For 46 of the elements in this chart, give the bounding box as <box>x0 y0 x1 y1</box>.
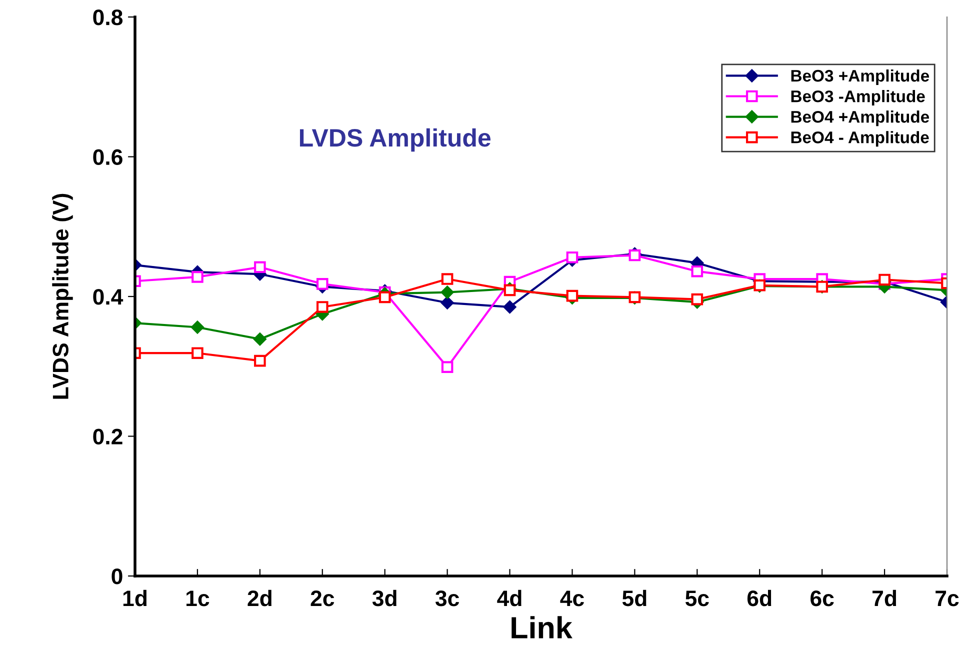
point <box>566 290 578 302</box>
x-tick-label: 5c <box>685 590 709 606</box>
point <box>441 361 454 373</box>
legend-label: BeO4 +Amplitude <box>791 110 930 126</box>
legend-label: BeO3 +Amplitude <box>791 69 930 85</box>
point <box>378 291 391 304</box>
x-tick-label: 5d <box>622 590 646 606</box>
legend-label: BeO3 -Amplitude <box>791 90 925 106</box>
point <box>503 300 516 314</box>
y-tick-label: 0.6 <box>93 149 122 166</box>
point <box>504 284 516 296</box>
point <box>192 271 204 283</box>
point <box>440 296 454 310</box>
y-tick-label: 0.4 <box>93 289 124 305</box>
x-tick-label: 7c <box>936 590 959 606</box>
point <box>878 274 890 286</box>
text: LVDS Amplitude <box>300 128 491 152</box>
point <box>691 265 704 278</box>
x-tick-label: 7d <box>872 590 896 606</box>
y-tick-label: 0 <box>112 568 122 584</box>
x-tick-label: 2d <box>248 590 272 606</box>
x-tick-label: 1c <box>186 590 210 606</box>
y-axis-title: LVDS Amplitude (V) <box>52 194 73 399</box>
point <box>316 278 328 290</box>
y-tick-label: 0.2 <box>93 428 122 445</box>
point <box>441 273 454 285</box>
point <box>253 332 267 346</box>
point <box>316 301 328 313</box>
point <box>192 347 204 360</box>
point <box>254 261 266 274</box>
legend-label: BeO4 - Amplitude <box>791 131 929 147</box>
x-tick-label: 4c <box>560 590 584 606</box>
x-tick-label: 1d <box>123 590 147 606</box>
point <box>190 320 204 334</box>
x-tick-label: 4d <box>497 590 522 606</box>
x-axis-title: Link <box>512 616 572 638</box>
y-tick-label: 0.8 <box>93 10 123 26</box>
point <box>566 251 578 264</box>
x-tick-label: 6c <box>810 590 834 606</box>
point <box>440 286 454 299</box>
point <box>691 293 704 306</box>
x-tick-label: 2c <box>310 590 334 606</box>
x-tick-label: 3d <box>372 590 396 606</box>
x-tick-label: 3c <box>435 590 460 606</box>
point <box>254 354 266 367</box>
x-tick-label: 6d <box>747 590 772 606</box>
